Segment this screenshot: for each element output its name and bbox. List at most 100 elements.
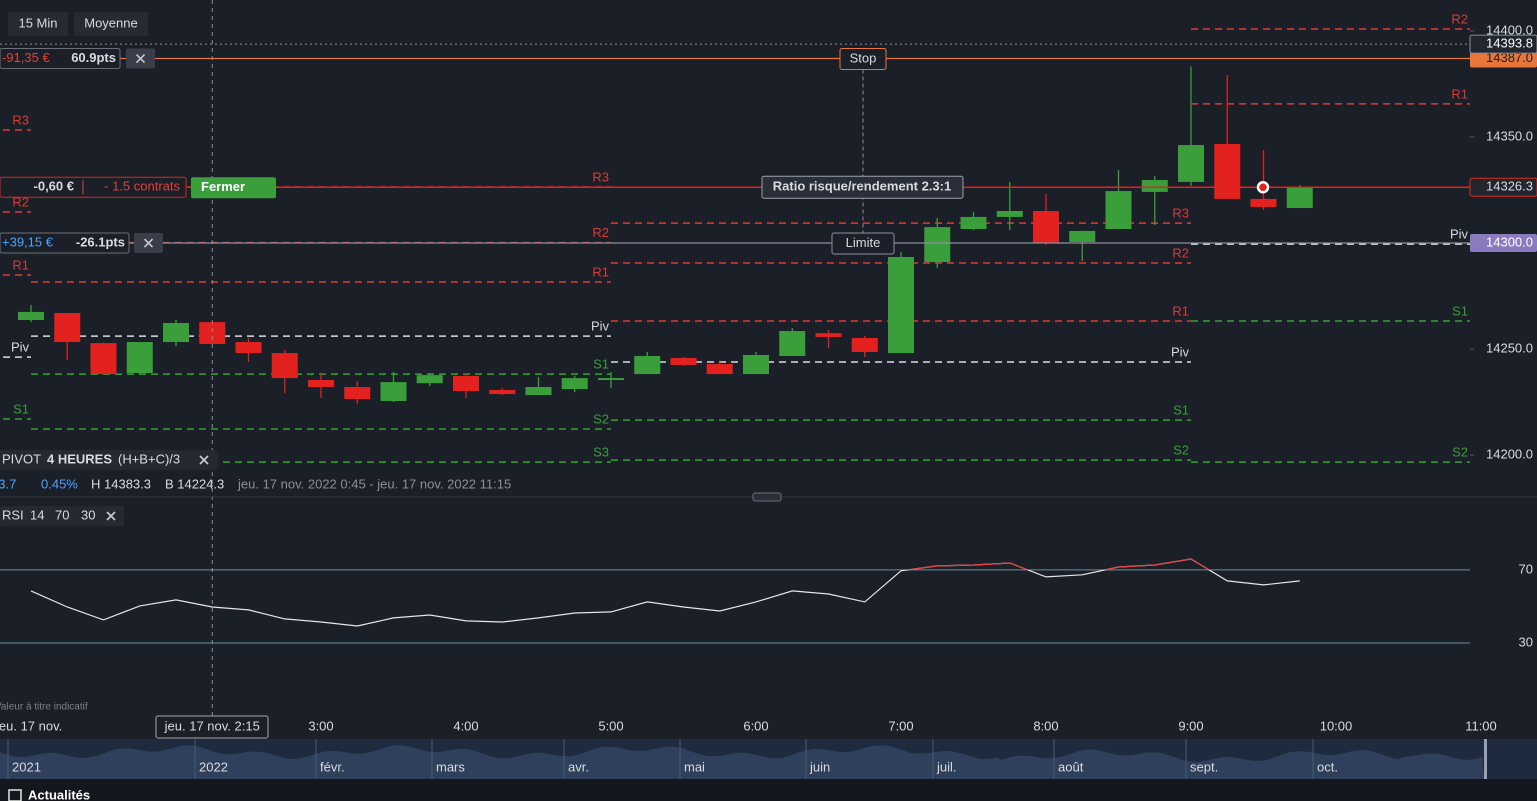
pivot-label: Piv bbox=[1450, 227, 1469, 242]
pivot-label: R2 bbox=[1172, 245, 1189, 260]
crosshair-price-badge bbox=[1469, 34, 1537, 54]
pivot-label: Piv bbox=[591, 319, 610, 334]
rsi-period: 14 bbox=[30, 507, 44, 522]
price-plot bbox=[0, 28, 1470, 463]
close-icon-stroke bbox=[143, 238, 154, 248]
candle-body bbox=[1033, 210, 1060, 244]
candle-body bbox=[525, 386, 552, 396]
crosshair-price-badge-label: 14393.8 bbox=[1486, 36, 1533, 51]
interval-button[interactable] bbox=[8, 12, 68, 36]
rsi-legend bbox=[0, 506, 124, 526]
limit-price-badge-label: 14300.0 bbox=[1486, 234, 1533, 249]
candle-body bbox=[271, 353, 298, 379]
rsi-tick-label: 30 bbox=[1519, 634, 1533, 649]
navigator-label: 2022 bbox=[199, 759, 228, 774]
x-tick-label: 7:00 bbox=[888, 718, 913, 733]
info-change-pct: 0.45% bbox=[41, 476, 78, 491]
navigator-label: août bbox=[1058, 759, 1084, 774]
candle-body bbox=[54, 312, 81, 343]
order-pnl: +39,15 € bbox=[2, 234, 54, 249]
candle-body bbox=[416, 375, 443, 384]
position-size: - 1.5 contrats bbox=[104, 179, 180, 194]
candle-body bbox=[598, 378, 625, 380]
order-cancel-icon[interactable] bbox=[135, 53, 146, 64]
pivot-label: R3 bbox=[1172, 206, 1189, 221]
candle-body bbox=[561, 378, 588, 390]
pivot-label: S2 bbox=[1173, 443, 1189, 458]
order-tag-label: Limite bbox=[846, 235, 881, 250]
navigator-label: mars bbox=[436, 759, 465, 774]
stop-price-badge bbox=[1470, 49, 1537, 68]
candle-body bbox=[1069, 230, 1096, 242]
candle-body bbox=[235, 342, 262, 354]
pivot-label: R2 bbox=[1451, 11, 1468, 26]
crosshair-time-badge bbox=[155, 715, 269, 739]
candle-body bbox=[308, 380, 335, 387]
close-position-button[interactable] bbox=[191, 177, 276, 199]
rsi-upper: 70 bbox=[55, 507, 69, 522]
order-distance: -26.1pts bbox=[76, 234, 125, 249]
rsi-remove[interactable] bbox=[106, 511, 116, 521]
footer-icon bbox=[8, 789, 22, 801]
x-tick-label: 3:00 bbox=[308, 718, 333, 733]
rsi-line bbox=[30, 558, 1300, 627]
order-cancel-icon[interactable] bbox=[143, 238, 154, 248]
candle-body bbox=[18, 311, 45, 320]
navigator-label: sept. bbox=[1190, 759, 1218, 774]
pivot-label: S1 bbox=[13, 401, 29, 416]
position-price-badge bbox=[1469, 177, 1537, 197]
close-position-label[interactable]: Fermer bbox=[201, 179, 245, 194]
candle-body bbox=[670, 357, 697, 365]
footer-title[interactable]: Actualités bbox=[28, 787, 90, 801]
navigator-area bbox=[0, 745, 1484, 779]
limit-price-badge bbox=[1470, 234, 1537, 253]
navigator-label: mai bbox=[684, 759, 705, 774]
pivot-label: S1 bbox=[593, 357, 609, 372]
candle-body bbox=[1214, 143, 1241, 199]
pivot-label: R1 bbox=[1172, 303, 1189, 318]
y-tick-label: 14350.0 bbox=[1486, 128, 1533, 143]
pivot-label: R1 bbox=[592, 264, 609, 279]
candle-body bbox=[380, 382, 407, 401]
candle-body bbox=[996, 210, 1023, 217]
pivot-name: PIVOT bbox=[2, 451, 41, 466]
candle-body bbox=[1178, 145, 1205, 182]
navigator-handle[interactable] bbox=[1484, 739, 1487, 779]
last-price-marker bbox=[1256, 180, 1270, 194]
navigator-label: 2021 bbox=[12, 759, 41, 774]
navigator-label: févr. bbox=[320, 759, 345, 774]
pivot-label: S2 bbox=[593, 411, 609, 426]
candle-body bbox=[199, 322, 226, 344]
rsi-lower: 30 bbox=[81, 507, 95, 522]
candle-body bbox=[960, 216, 987, 230]
pivot-label: Piv bbox=[1171, 344, 1190, 359]
pivot-label: S2 bbox=[1452, 445, 1468, 460]
candle-body bbox=[90, 343, 117, 375]
candle-body bbox=[851, 338, 878, 353]
pivot-period: 4 HEURES bbox=[47, 451, 112, 466]
rsi-note: Valeur à titre indicatif bbox=[0, 702, 88, 713]
y-tick-label: 14200.0 bbox=[1486, 447, 1533, 462]
pane-resize-handle[interactable] bbox=[752, 492, 782, 502]
pivot-label: R2 bbox=[592, 225, 609, 240]
mode-label: Moyenne bbox=[84, 15, 137, 30]
pivot-remove[interactable] bbox=[199, 455, 209, 465]
stop-price-badge-label: 14387.0 bbox=[1486, 50, 1533, 65]
candle-body bbox=[1286, 187, 1313, 209]
navigator-label: oct. bbox=[1317, 759, 1338, 774]
crosshair-time-label: jeu. 17 nov. 2:15 bbox=[164, 718, 260, 733]
order-tag-label: Stop bbox=[850, 50, 877, 65]
mode-button[interactable] bbox=[74, 12, 148, 36]
x-tick-label: 9:00 bbox=[1178, 718, 1203, 733]
candle-body bbox=[706, 364, 733, 375]
x-tick-label: 8:00 bbox=[1033, 718, 1058, 733]
order-pnl: -91,35 € bbox=[2, 50, 50, 65]
pivot-label: R1 bbox=[12, 257, 29, 272]
rsi-tick-label: 70 bbox=[1519, 561, 1533, 576]
pivot-label: S1 bbox=[1173, 403, 1189, 418]
pivot-label: R1 bbox=[1451, 86, 1468, 101]
order-box bbox=[0, 48, 121, 70]
x-start-label: jeu. 17 nov. bbox=[0, 718, 62, 733]
candle-body bbox=[344, 386, 371, 400]
